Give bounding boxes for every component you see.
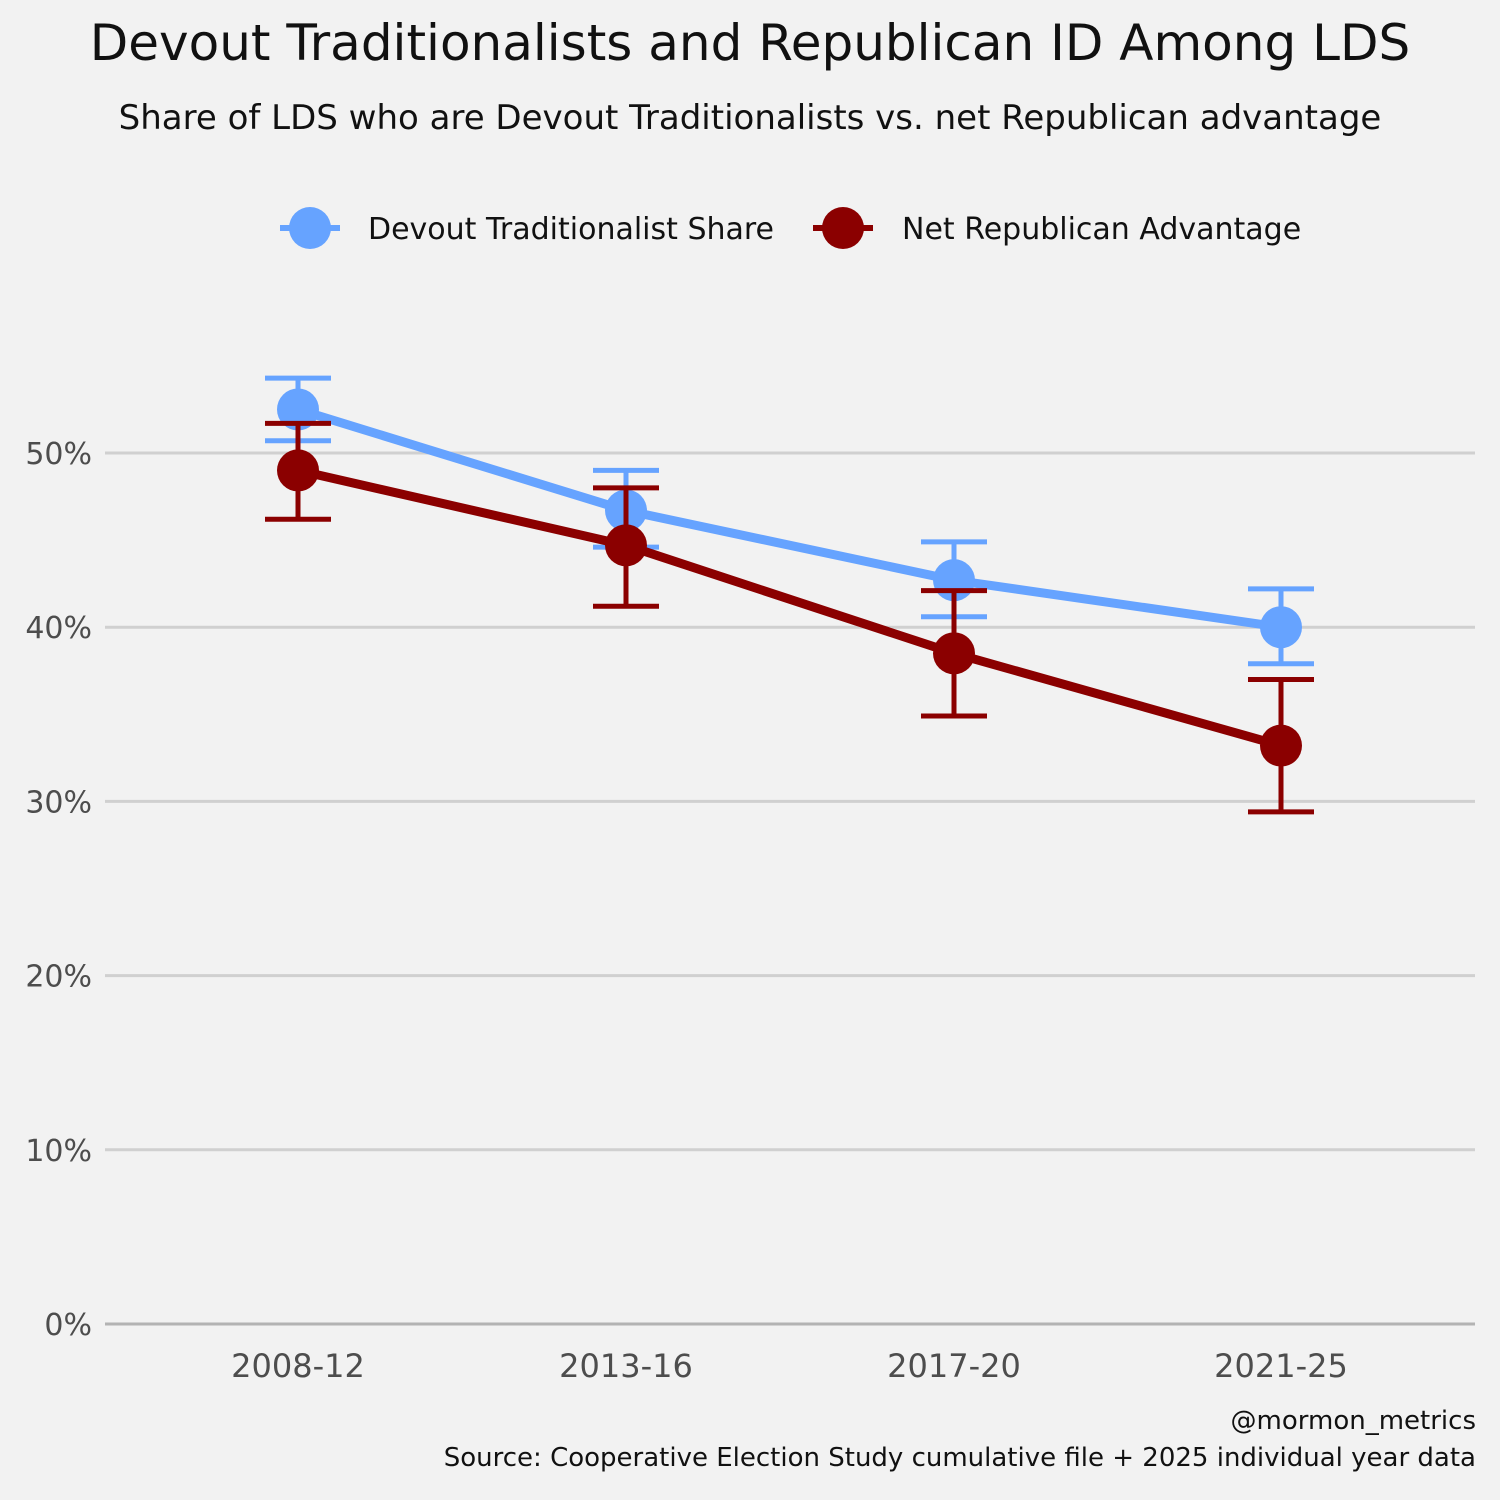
y-tick-label: 40% [25, 611, 92, 646]
x-tick-label: 2021-25 [1214, 1347, 1348, 1385]
series-line-1 [296, 466, 1283, 750]
y-tick-label: 20% [25, 960, 92, 995]
y-tick-label: 50% [25, 437, 92, 472]
legend-key-marker [822, 207, 864, 249]
x-tick-label: 2013-16 [559, 1347, 693, 1385]
legend-key-marker [289, 207, 331, 249]
y-tick-label: 30% [25, 785, 92, 820]
data-point [277, 449, 319, 492]
caption-handle: @mormon_metrics [1230, 1406, 1476, 1436]
data-point [605, 524, 647, 567]
data-point [1260, 724, 1302, 767]
legend-label: Net Republican Advantage [902, 212, 1301, 247]
data-point [1260, 606, 1302, 649]
chart-title: Devout Traditionalists and Republican ID… [89, 14, 1411, 72]
chart-subtitle: Share of LDS who are Devout Traditionali… [118, 98, 1382, 138]
y-tick-label: 0% [44, 1308, 92, 1343]
y-tick-label: 10% [25, 1134, 92, 1169]
series-line-0 [296, 405, 1282, 632]
caption-source: Source: Cooperative Election Study cumul… [443, 1443, 1476, 1473]
x-tick-label: 2008-12 [231, 1347, 365, 1385]
x-tick-label: 2017-20 [887, 1347, 1021, 1385]
legend-label: Devout Traditionalist Share [368, 212, 774, 247]
data-point [933, 632, 975, 675]
data-point [277, 388, 319, 431]
